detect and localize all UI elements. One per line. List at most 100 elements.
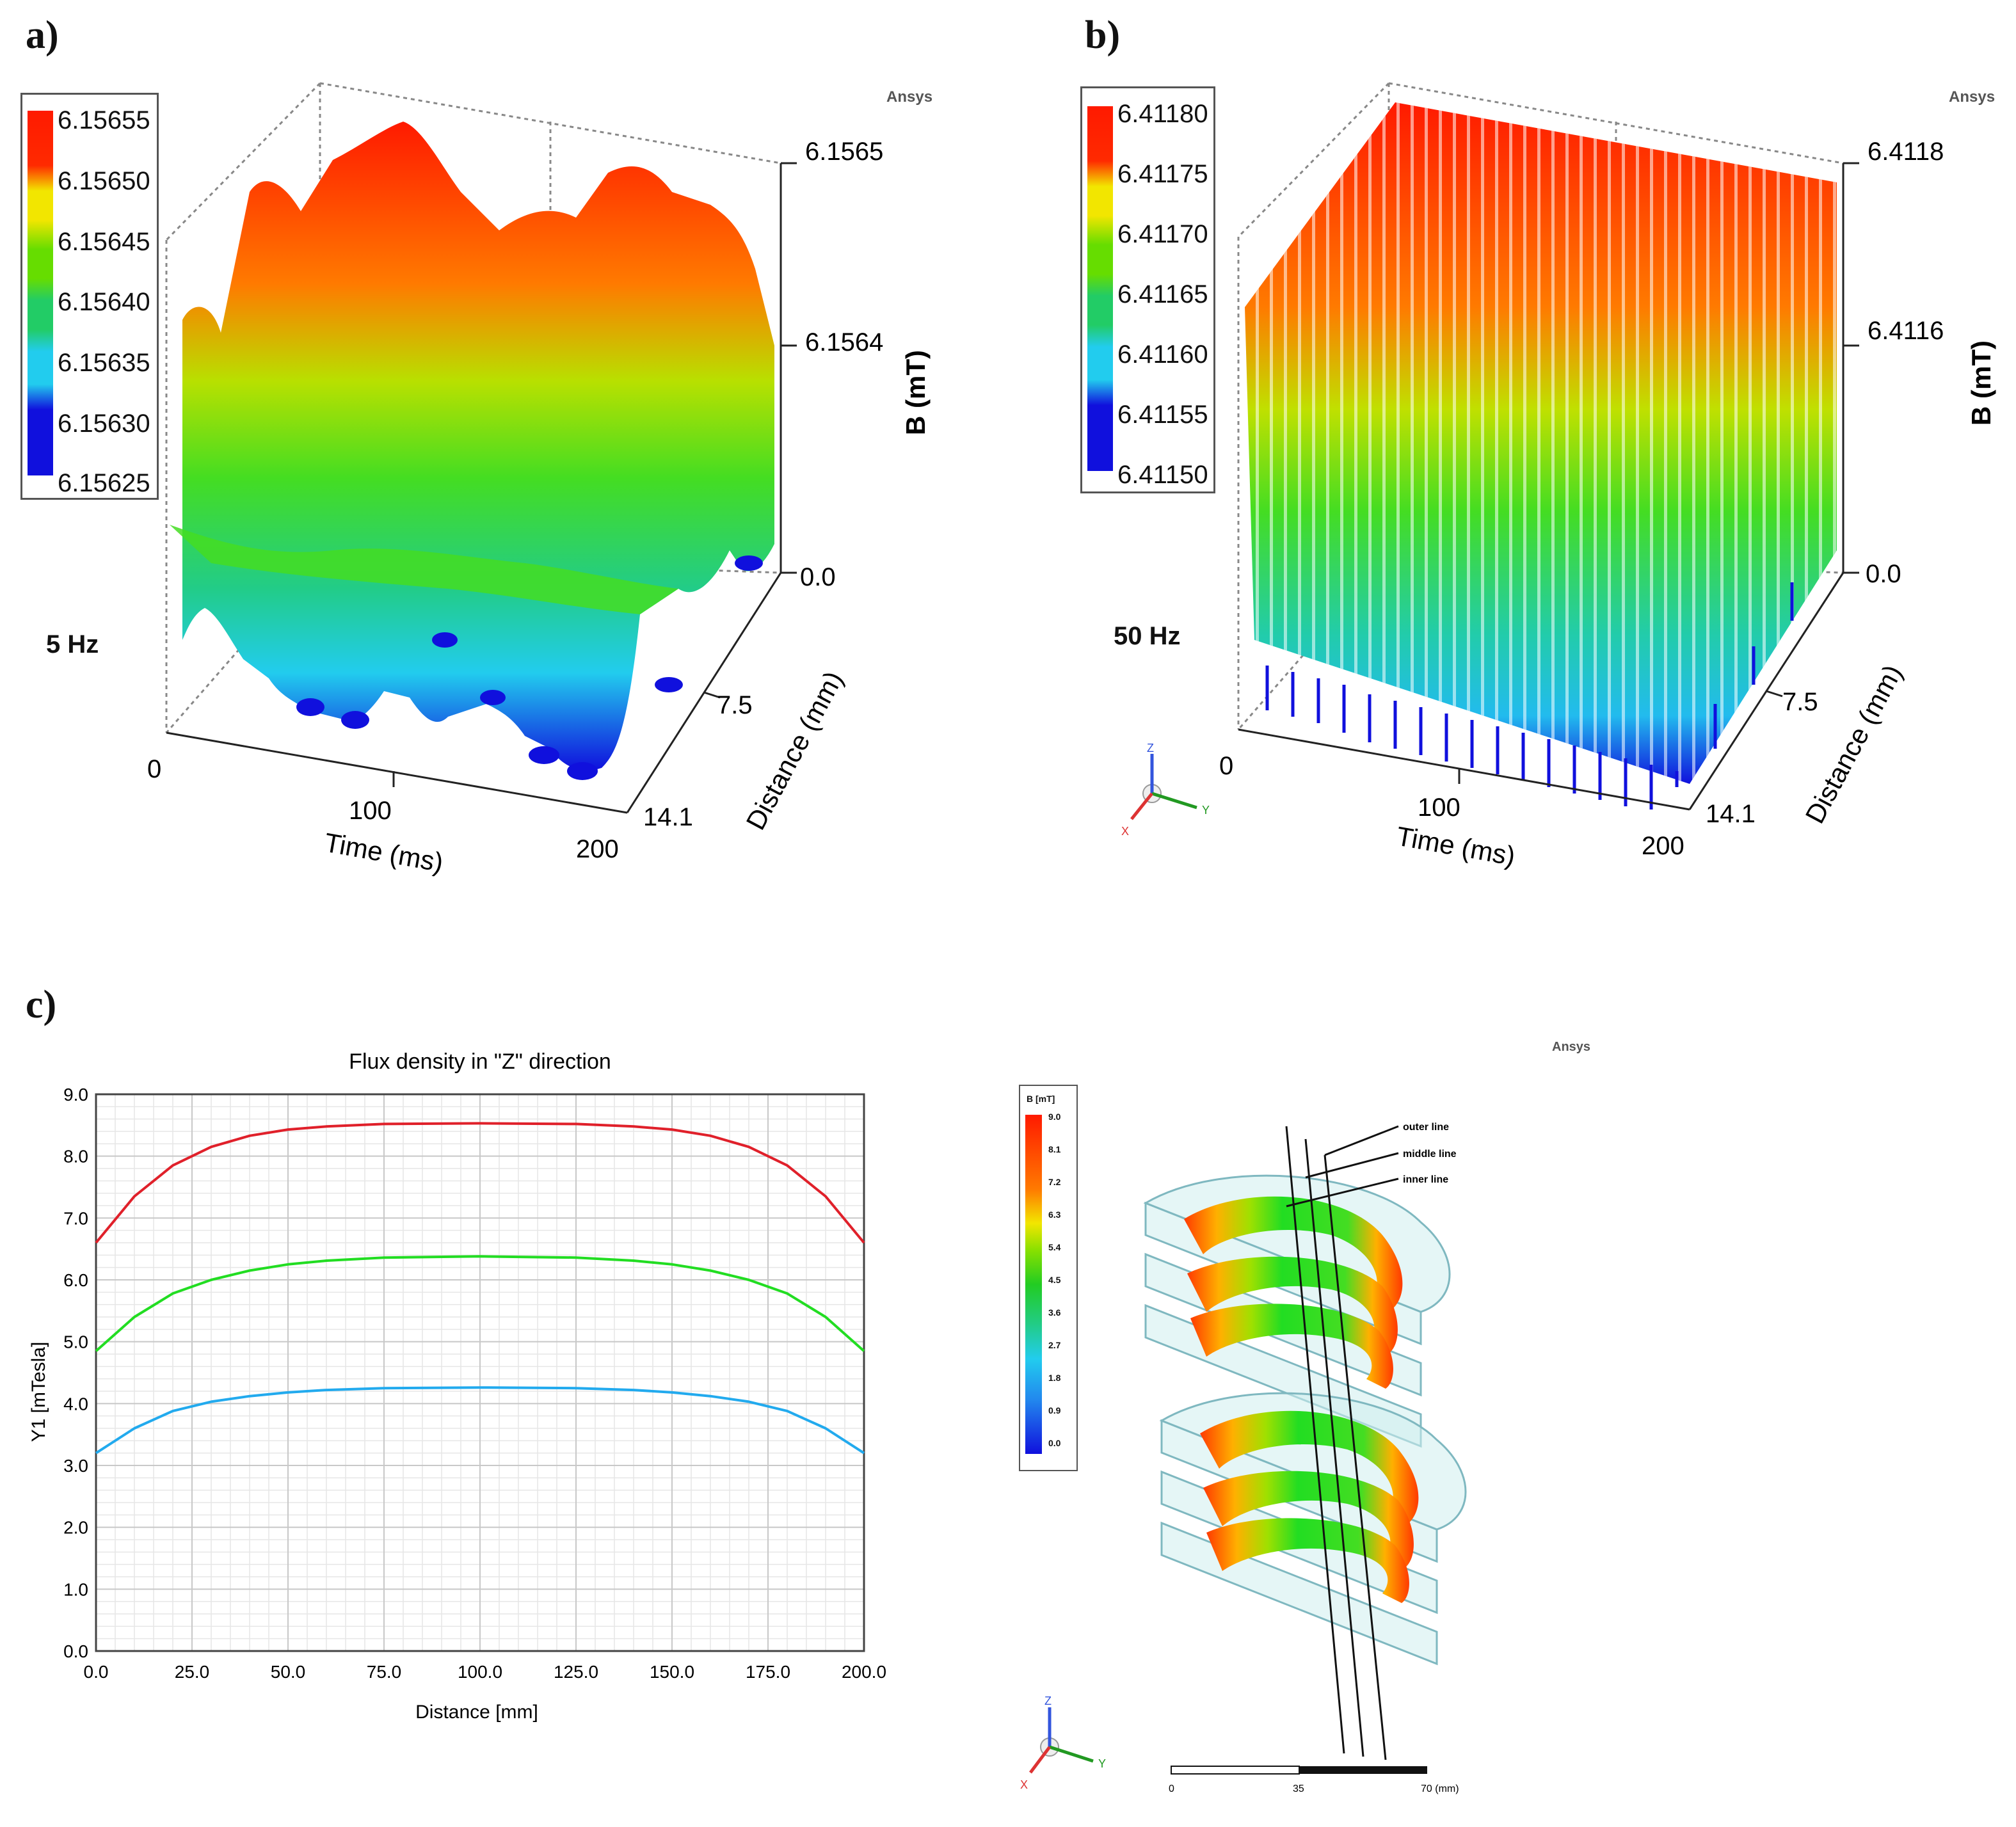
z-tick-b: 6.4118 [1868, 138, 1944, 166]
legend-c-label: 2.7 [1048, 1340, 1061, 1350]
ansys-logo-b: Ansys [1949, 88, 1996, 106]
legend-c-label: 1.8 [1048, 1373, 1061, 1383]
y-tick-label: 4.0 [63, 1394, 88, 1414]
legend-c-label: 0.0 [1048, 1438, 1061, 1448]
z-axis-label-a: B (mT) [900, 350, 931, 435]
y-tick-labels: 0.0 1.0 2.0 3.0 4.0 5.0 6.0 7.0 8.0 9.0 [63, 1085, 88, 1661]
z-tick-b: 6.4116 [1868, 317, 1944, 345]
surface-b-troughs [1265, 582, 1794, 810]
axis-triad-b-icon: Z Y X [1121, 742, 1210, 838]
legend-b-label: 6.41175 [1117, 160, 1208, 188]
x-tick-label: 150.0 [650, 1662, 694, 1682]
scale-bar: 0 35 70 (mm) [1169, 1766, 1459, 1794]
ansys-logo-c: Ansys [1552, 1040, 1591, 1054]
dist-tick-b: 14.1 [1706, 800, 1756, 828]
legend-a-label: 6.15645 [58, 228, 150, 256]
x-tick-labels: 0.0 25.0 50.0 75.0 100.0 125.0 150.0 175.0 200.0 [84, 1662, 887, 1682]
x-axis-label: Distance [mm] [415, 1702, 538, 1723]
legend-c-label: 9.0 [1048, 1112, 1061, 1122]
y-tick-label: 3.0 [63, 1456, 88, 1476]
surface-plot-b: 6.4118 6.4116 0.0 B (mT) 0 100 200 Time … [1121, 82, 1996, 872]
surface-a-valley [170, 525, 678, 614]
freq-label-a: 5 Hz [46, 630, 99, 658]
svg-text:Z: Z [1044, 1695, 1052, 1707]
y-tick-label: 1.0 [63, 1579, 88, 1599]
axis-triad-c-icon: Z Y X [1020, 1695, 1106, 1791]
y-axis-label: Y1 [mTesla] [28, 1342, 49, 1442]
surface-plot-a: 6.1565 6.1564 0.0 B (mT) 0 100 200 Time … [147, 82, 931, 878]
y-tick-label: 8.0 [63, 1147, 88, 1167]
series-line-middle-line [95, 1255, 865, 1352]
svg-text:X: X [1020, 1778, 1028, 1791]
time-axis-label-a: Time (ms) [322, 827, 445, 878]
legend-c-label: 5.4 [1048, 1242, 1061, 1252]
dist-tick-b: 7.5 [1782, 688, 1818, 716]
legend-b: 6.41180 6.41175 6.41170 6.41165 6.41160 … [1080, 86, 1215, 493]
y-tick-label: 2.0 [63, 1518, 88, 1538]
legend-a-label: 6.15650 [58, 167, 150, 195]
dist-tick-a: 7.5 [717, 691, 753, 719]
legend-a-label: 6.15630 [58, 410, 150, 438]
z-axis-label-b: B (mT) [1966, 340, 1996, 426]
legend-b-label: 6.41180 [1117, 100, 1208, 128]
time-tick-b: 0 [1219, 752, 1233, 780]
z-tick-a: 0.0 [800, 563, 836, 591]
legend-c-title: B [mT] [1027, 1094, 1055, 1104]
legend-a-colorbar [28, 111, 53, 475]
chart-title: Flux density in "Z" direction [349, 1049, 611, 1074]
legend-a-label: 6.15635 [58, 349, 150, 377]
x-tick-label: 75.0 [367, 1662, 402, 1682]
ansys-logo-a: Ansys [886, 88, 933, 106]
legend-a-label: 6.15640 [58, 288, 150, 316]
line-chart-flux: Flux density in "Z" direction 0.0 1.0 2.0 3… [28, 1049, 887, 1723]
panel-a-letter: a) [26, 13, 59, 57]
x-tick-label: 200.0 [842, 1662, 886, 1682]
freq-label-b: 50 Hz [1114, 622, 1181, 650]
legend-c-colorbar [1025, 1115, 1042, 1454]
legend-c-label: 8.1 [1048, 1144, 1061, 1154]
legend-c-label: 4.5 [1048, 1275, 1061, 1285]
x-tick-label: 0.0 [84, 1662, 109, 1682]
legend-c: B [mT] 9.0 8.1 7.2 6.3 5.4 4.5 3.6 2.7 1.8 0.9 0.0 [1019, 1085, 1078, 1471]
time-tick-a: 200 [576, 835, 619, 863]
time-axis-label-b: Time (ms) [1394, 821, 1517, 872]
plot-frame [95, 1093, 865, 1652]
time-tick-b: 200 [1642, 832, 1684, 860]
y-tick-label: 0.0 [63, 1641, 88, 1661]
y-tick-label: 7.0 [63, 1208, 88, 1228]
dist-tick-a: 14.1 [643, 803, 693, 831]
legend-b-label: 6.41155 [1117, 401, 1208, 429]
line-label-inner: inner line [1403, 1174, 1448, 1185]
legend-b-label: 6.41150 [1117, 461, 1208, 489]
svg-text:Z: Z [1147, 742, 1154, 754]
svg-text:X: X [1121, 825, 1129, 838]
legend-c-label: 0.9 [1048, 1405, 1061, 1416]
y-tick-label: 9.0 [63, 1085, 88, 1105]
series-line-inner-line [95, 1386, 865, 1455]
time-tick-a: 0 [147, 755, 161, 783]
z-tick-b: 0.0 [1866, 560, 1901, 588]
x-tick-label: 50.0 [271, 1662, 306, 1682]
x-tick-label: 175.0 [746, 1662, 790, 1682]
probe-lines [1285, 1125, 1399, 1760]
legend-a-label: 6.15655 [58, 106, 150, 134]
time-tick-b: 100 [1418, 794, 1460, 822]
panel-c-letter: c) [26, 983, 57, 1026]
x-tick-label: 100.0 [458, 1662, 502, 1682]
svg-text:Y: Y [1098, 1757, 1106, 1770]
legend-c-label: 6.3 [1048, 1209, 1061, 1220]
time-tick-a: 100 [349, 797, 392, 825]
line-label-middle: middle line [1403, 1149, 1457, 1160]
axes-b [1238, 162, 1859, 811]
legend-c-label: 3.6 [1048, 1307, 1061, 1318]
legend-a: 6.15655 6.15650 6.15645 6.15640 6.15635 … [20, 93, 159, 500]
series-line-outer-line [95, 1122, 865, 1244]
panel-b-letter: b) [1085, 13, 1121, 57]
y-tick-label: 5.0 [63, 1332, 88, 1352]
x-tick-label: 125.0 [554, 1662, 598, 1682]
surface-b-spikes [1245, 102, 1837, 784]
legend-b-label: 6.41160 [1117, 340, 1208, 369]
dist-axis-label-a: Distance (mm) [740, 666, 849, 834]
series-lines [95, 1122, 865, 1455]
x-tick-label: 25.0 [175, 1662, 210, 1682]
